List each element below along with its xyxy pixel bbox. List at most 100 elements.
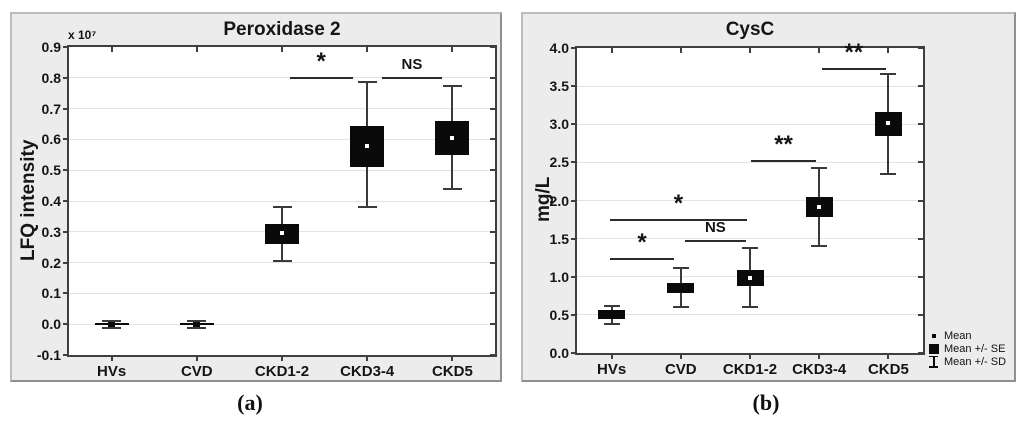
y-tick-label: 0.9	[41, 39, 61, 55]
chart-panel-b: CysC mg/L 0.0 0.5 1.0 1.5 2.0 2.5 3.0 3.5 4.0 HVs…	[521, 12, 1016, 382]
y-tick	[63, 200, 69, 202]
gridline	[577, 85, 923, 87]
y-tick	[918, 199, 923, 202]
x-tick	[818, 48, 821, 53]
x-tick	[749, 353, 751, 359]
significance-label: *	[316, 47, 326, 75]
sd-whisker-cap	[102, 319, 122, 322]
x-tick	[110, 47, 113, 52]
x-category-label: HVs	[97, 363, 127, 380]
y-tick-label: 0.2	[41, 254, 61, 271]
x-category-label: CKD5	[867, 361, 909, 378]
legend: Mean Mean +/- SE Mean +/- SD	[927, 329, 1017, 368]
significance-bar	[610, 258, 674, 261]
sd-whisker-cap	[272, 206, 292, 209]
x-tick	[451, 47, 454, 52]
legend-label: Mean +/- SE	[944, 342, 1006, 355]
legend-label: Mean +/- SD	[944, 355, 1007, 368]
significance-label: NS	[401, 55, 423, 73]
sd-whisker-cap	[880, 72, 897, 75]
sd-whisker-cap	[357, 206, 377, 209]
significance-label: NS	[704, 218, 726, 236]
x-tick	[887, 353, 890, 359]
x-tick	[749, 48, 751, 53]
gridline	[577, 314, 923, 316]
y-tick	[490, 230, 495, 233]
x-tick	[818, 353, 821, 359]
y-tick	[490, 200, 495, 202]
x-tick	[195, 47, 198, 52]
significance-bar	[750, 159, 817, 162]
x-tick	[281, 355, 283, 361]
y-tick	[571, 199, 577, 202]
legend-label: Mean	[944, 329, 972, 342]
x-tick	[451, 355, 454, 361]
y-tick	[918, 161, 923, 164]
gridline	[69, 169, 495, 171]
y-tick	[571, 352, 577, 354]
significance-bar	[381, 76, 443, 79]
y-tick	[571, 275, 577, 278]
y-tick	[63, 76, 69, 79]
y-tick	[63, 261, 69, 264]
mean-marker	[677, 284, 685, 290]
y-tick-label: 0.8	[41, 69, 61, 86]
y-tick-label: 0.1	[41, 285, 61, 302]
y-tick	[571, 237, 577, 240]
gridline	[577, 161, 923, 163]
significance-bar	[289, 76, 353, 79]
figure-caption-a: (a)	[237, 390, 263, 415]
mean-marker	[363, 141, 372, 150]
mean-marker	[278, 229, 286, 238]
sd-whisker-cap	[442, 84, 462, 87]
significance-bar	[821, 68, 886, 71]
y-tick	[918, 85, 923, 88]
x-category-label: CVD	[664, 361, 697, 378]
y-tick-label: 3.5	[549, 78, 569, 95]
y-tick	[490, 292, 495, 295]
y-tick	[63, 169, 69, 172]
y-tick	[490, 138, 495, 141]
mean-marker	[884, 119, 893, 128]
x-category-label: CKD1-2	[254, 363, 310, 380]
x-tick	[281, 47, 283, 52]
sd-whisker-cap	[672, 306, 689, 309]
x-tick	[610, 48, 613, 53]
y-tick	[571, 161, 577, 164]
y-tick	[571, 123, 577, 126]
y-tick	[63, 46, 69, 48]
y-tick	[490, 169, 495, 172]
mean-marker	[193, 321, 201, 327]
x-category-label: CKD1-2	[722, 361, 778, 378]
y-tick-label: 4.0	[549, 40, 569, 56]
x-tick	[610, 353, 613, 359]
mean-marker	[108, 321, 116, 327]
x-category-label: CKD3-4	[340, 363, 395, 380]
sd-whisker-icon	[927, 355, 940, 368]
y-tick	[571, 313, 577, 316]
y-tick	[571, 85, 577, 88]
significance-bar	[684, 239, 746, 242]
sd-whisker-cap	[880, 172, 897, 175]
figure-caption-b: (b)	[752, 390, 780, 415]
x-tick	[195, 355, 198, 361]
significance-label: **	[774, 130, 793, 158]
gridline	[69, 262, 495, 264]
sd-whisker-cap	[102, 326, 122, 329]
mean-marker	[815, 202, 824, 211]
sd-whisker-cap	[811, 166, 828, 169]
y-tick-label: 0.6	[41, 131, 61, 148]
se-box-icon	[927, 343, 940, 354]
sd-whisker-cap	[742, 246, 758, 249]
y-tick-label: 1.0	[549, 268, 569, 285]
y-tick-label: 2.0	[549, 192, 569, 209]
y-tick-label: 0.0	[549, 345, 569, 361]
x-tick	[366, 47, 369, 52]
sd-whisker-cap	[603, 323, 620, 326]
sd-whisker-cap	[811, 245, 828, 248]
x-tick	[679, 48, 682, 53]
sd-whisker-cap	[272, 260, 292, 263]
y-tick	[490, 323, 495, 326]
gridline	[69, 200, 495, 202]
